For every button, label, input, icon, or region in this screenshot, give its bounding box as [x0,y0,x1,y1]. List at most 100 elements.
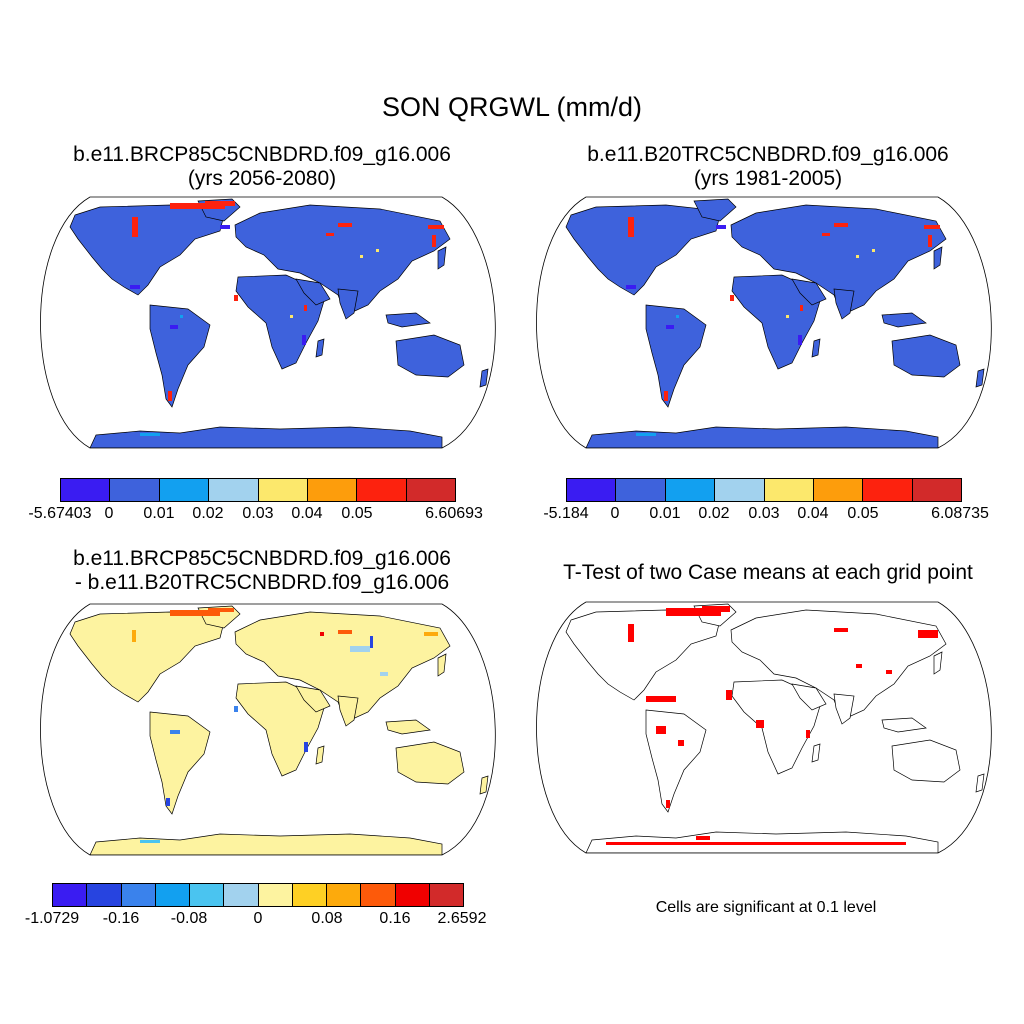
colorbar-cell [53,884,88,906]
map-border [536,196,992,449]
colorbar-cell [567,479,617,501]
land-south-america [149,711,211,815]
panel1-colorbar-label: 0.03 [242,505,274,522]
colorbar-cell [665,479,716,501]
grid-cell [928,235,932,247]
map-border [40,196,496,449]
grid-cell [290,315,293,318]
panel4-title: T-Test of two Case means at each grid po… [518,561,1018,585]
land-antarctica [89,833,443,855]
figure-title: SON QRGWL (mm/d) [382,92,642,122]
grid-cell [338,223,352,227]
panel2-title: b.e11.B20TRC5CNBDRD.f09_g16.006 (yrs 198… [518,143,1018,191]
map-border [536,601,992,854]
land-arabia [791,278,827,306]
panel3-title: b.e11.BRCP85C5CNBDRD.f09_g16.006 - b.e11… [12,547,512,595]
land-new-zealand [479,368,489,388]
panel1-colorbar-label: 0.01 [143,505,175,522]
grid-cell [170,730,180,734]
land-japan [933,246,943,270]
panel3-title-line1: b.e11.BRCP85C5CNBDRD.f09_g16.006 [73,547,451,570]
panel2-title-line2: (yrs 1981-2005) [693,167,843,190]
grid-cell [132,630,136,642]
panel3-colorbar-label: 0.08 [311,910,343,927]
land-indonesia [881,717,927,733]
grid-cell [140,433,160,436]
grid-cell [834,628,848,632]
grid-cell [666,608,721,616]
grid-cell [606,842,906,845]
grid-cell [628,217,634,237]
land-japan [437,653,447,677]
panel3-colorbar-label: 0.16 [379,910,411,927]
grid-cell [170,610,220,616]
land-india [833,288,855,320]
land-indonesia [881,312,927,328]
panel1-title-line2: (yrs 2056-2080) [187,167,337,190]
panel2-colorbar-label: 6.08735 [931,505,989,522]
grid-cell [786,315,789,318]
panel1-colorbar-label: 0.02 [192,505,224,522]
colorbar-cell [159,479,210,501]
panel4-map [536,601,992,854]
grid-cell [646,696,676,702]
grid-cell [834,223,848,227]
land-greenland [693,198,737,222]
land-new-zealand [975,368,985,388]
grid-cell [424,632,438,636]
grid-cell [666,800,670,808]
land-arabia [791,683,827,711]
colorbar-cell [327,884,362,906]
grid-cell [380,672,388,676]
land-south-america [645,709,707,813]
grid-cell [234,295,238,301]
land-new-zealand [975,773,985,793]
panel2-colorbar-label: 0.05 [847,505,879,522]
land-australia [891,334,961,378]
land-south-america [149,304,211,408]
grid-cell [872,249,875,252]
grid-cell [886,670,892,674]
land-indonesia [385,719,431,735]
panel2-colorbar-label: 0.01 [649,505,681,522]
colorbar-cell [395,884,430,906]
grid-cell [806,730,810,738]
panel3-colorbar [52,883,464,907]
panel1-colorbar-label: 0 [104,505,114,522]
land-india [337,288,359,320]
grid-cell [636,433,656,436]
grid-cell [428,225,444,229]
grid-cell [730,295,734,301]
grid-cell [856,664,862,668]
panel2-colorbar-label: 0.02 [698,505,730,522]
grid-cell [338,630,352,634]
grid-cell [822,233,830,236]
colorbar-cell [307,479,358,501]
land-europe-asia [730,609,947,721]
grid-cell [656,726,666,734]
land-madagascar [811,743,821,763]
land-australia [395,741,465,785]
land-indonesia [385,312,431,328]
colorbar-cell [715,479,765,501]
land-india [833,693,855,725]
colorbar-cell [258,884,293,906]
panel3-colorbar-label: -0.16 [102,910,140,927]
grid-cell [234,706,238,712]
colorbar-cell [912,479,961,501]
colorbar-cell [764,479,814,501]
grid-cell [918,630,938,638]
colorbar-cell [258,479,308,501]
grid-cell [678,740,684,746]
panel2-title-line1: b.e11.B20TRC5CNBDRD.f09_g16.006 [587,143,949,166]
land-australia [891,739,961,783]
panel4-title-line1: T-Test of two Case means at each grid po… [563,561,973,584]
land-madagascar [315,338,325,358]
grid-cell [376,249,379,252]
grid-cell [320,632,324,636]
panel3-colorbar-label: -0.08 [170,910,208,927]
colorbar-cell [87,884,122,906]
panel1-colorbar-label: 0.05 [341,505,373,522]
land-europe-asia [234,611,451,723]
grid-cell [205,201,235,206]
